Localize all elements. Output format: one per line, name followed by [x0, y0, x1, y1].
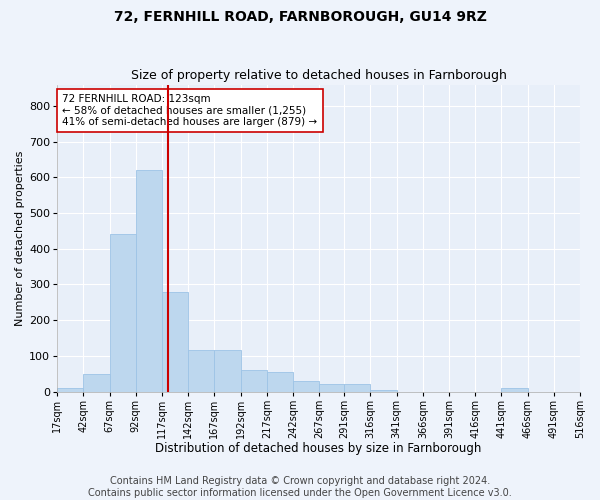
Bar [241, 370, 267, 392]
Bar [344, 384, 370, 392]
Bar [57, 388, 83, 392]
X-axis label: Distribution of detached houses by size in Farnborough: Distribution of detached houses by size … [155, 442, 482, 455]
Title: Size of property relative to detached houses in Farnborough: Size of property relative to detached ho… [131, 69, 506, 82]
Text: Contains HM Land Registry data © Crown copyright and database right 2024.
Contai: Contains HM Land Registry data © Crown c… [88, 476, 512, 498]
Bar [319, 384, 344, 392]
Bar [188, 350, 214, 392]
Bar [293, 381, 319, 392]
Bar [83, 374, 110, 392]
Text: 72, FERNHILL ROAD, FARNBOROUGH, GU14 9RZ: 72, FERNHILL ROAD, FARNBOROUGH, GU14 9RZ [113, 10, 487, 24]
Bar [136, 170, 162, 392]
Bar [162, 292, 188, 392]
Text: 72 FERNHILL ROAD: 123sqm
← 58% of detached houses are smaller (1,255)
41% of sem: 72 FERNHILL ROAD: 123sqm ← 58% of detach… [62, 94, 317, 127]
Bar [267, 372, 293, 392]
Bar [214, 350, 241, 392]
Bar [502, 388, 527, 392]
Bar [110, 234, 136, 392]
Y-axis label: Number of detached properties: Number of detached properties [15, 150, 25, 326]
Bar [370, 390, 397, 392]
